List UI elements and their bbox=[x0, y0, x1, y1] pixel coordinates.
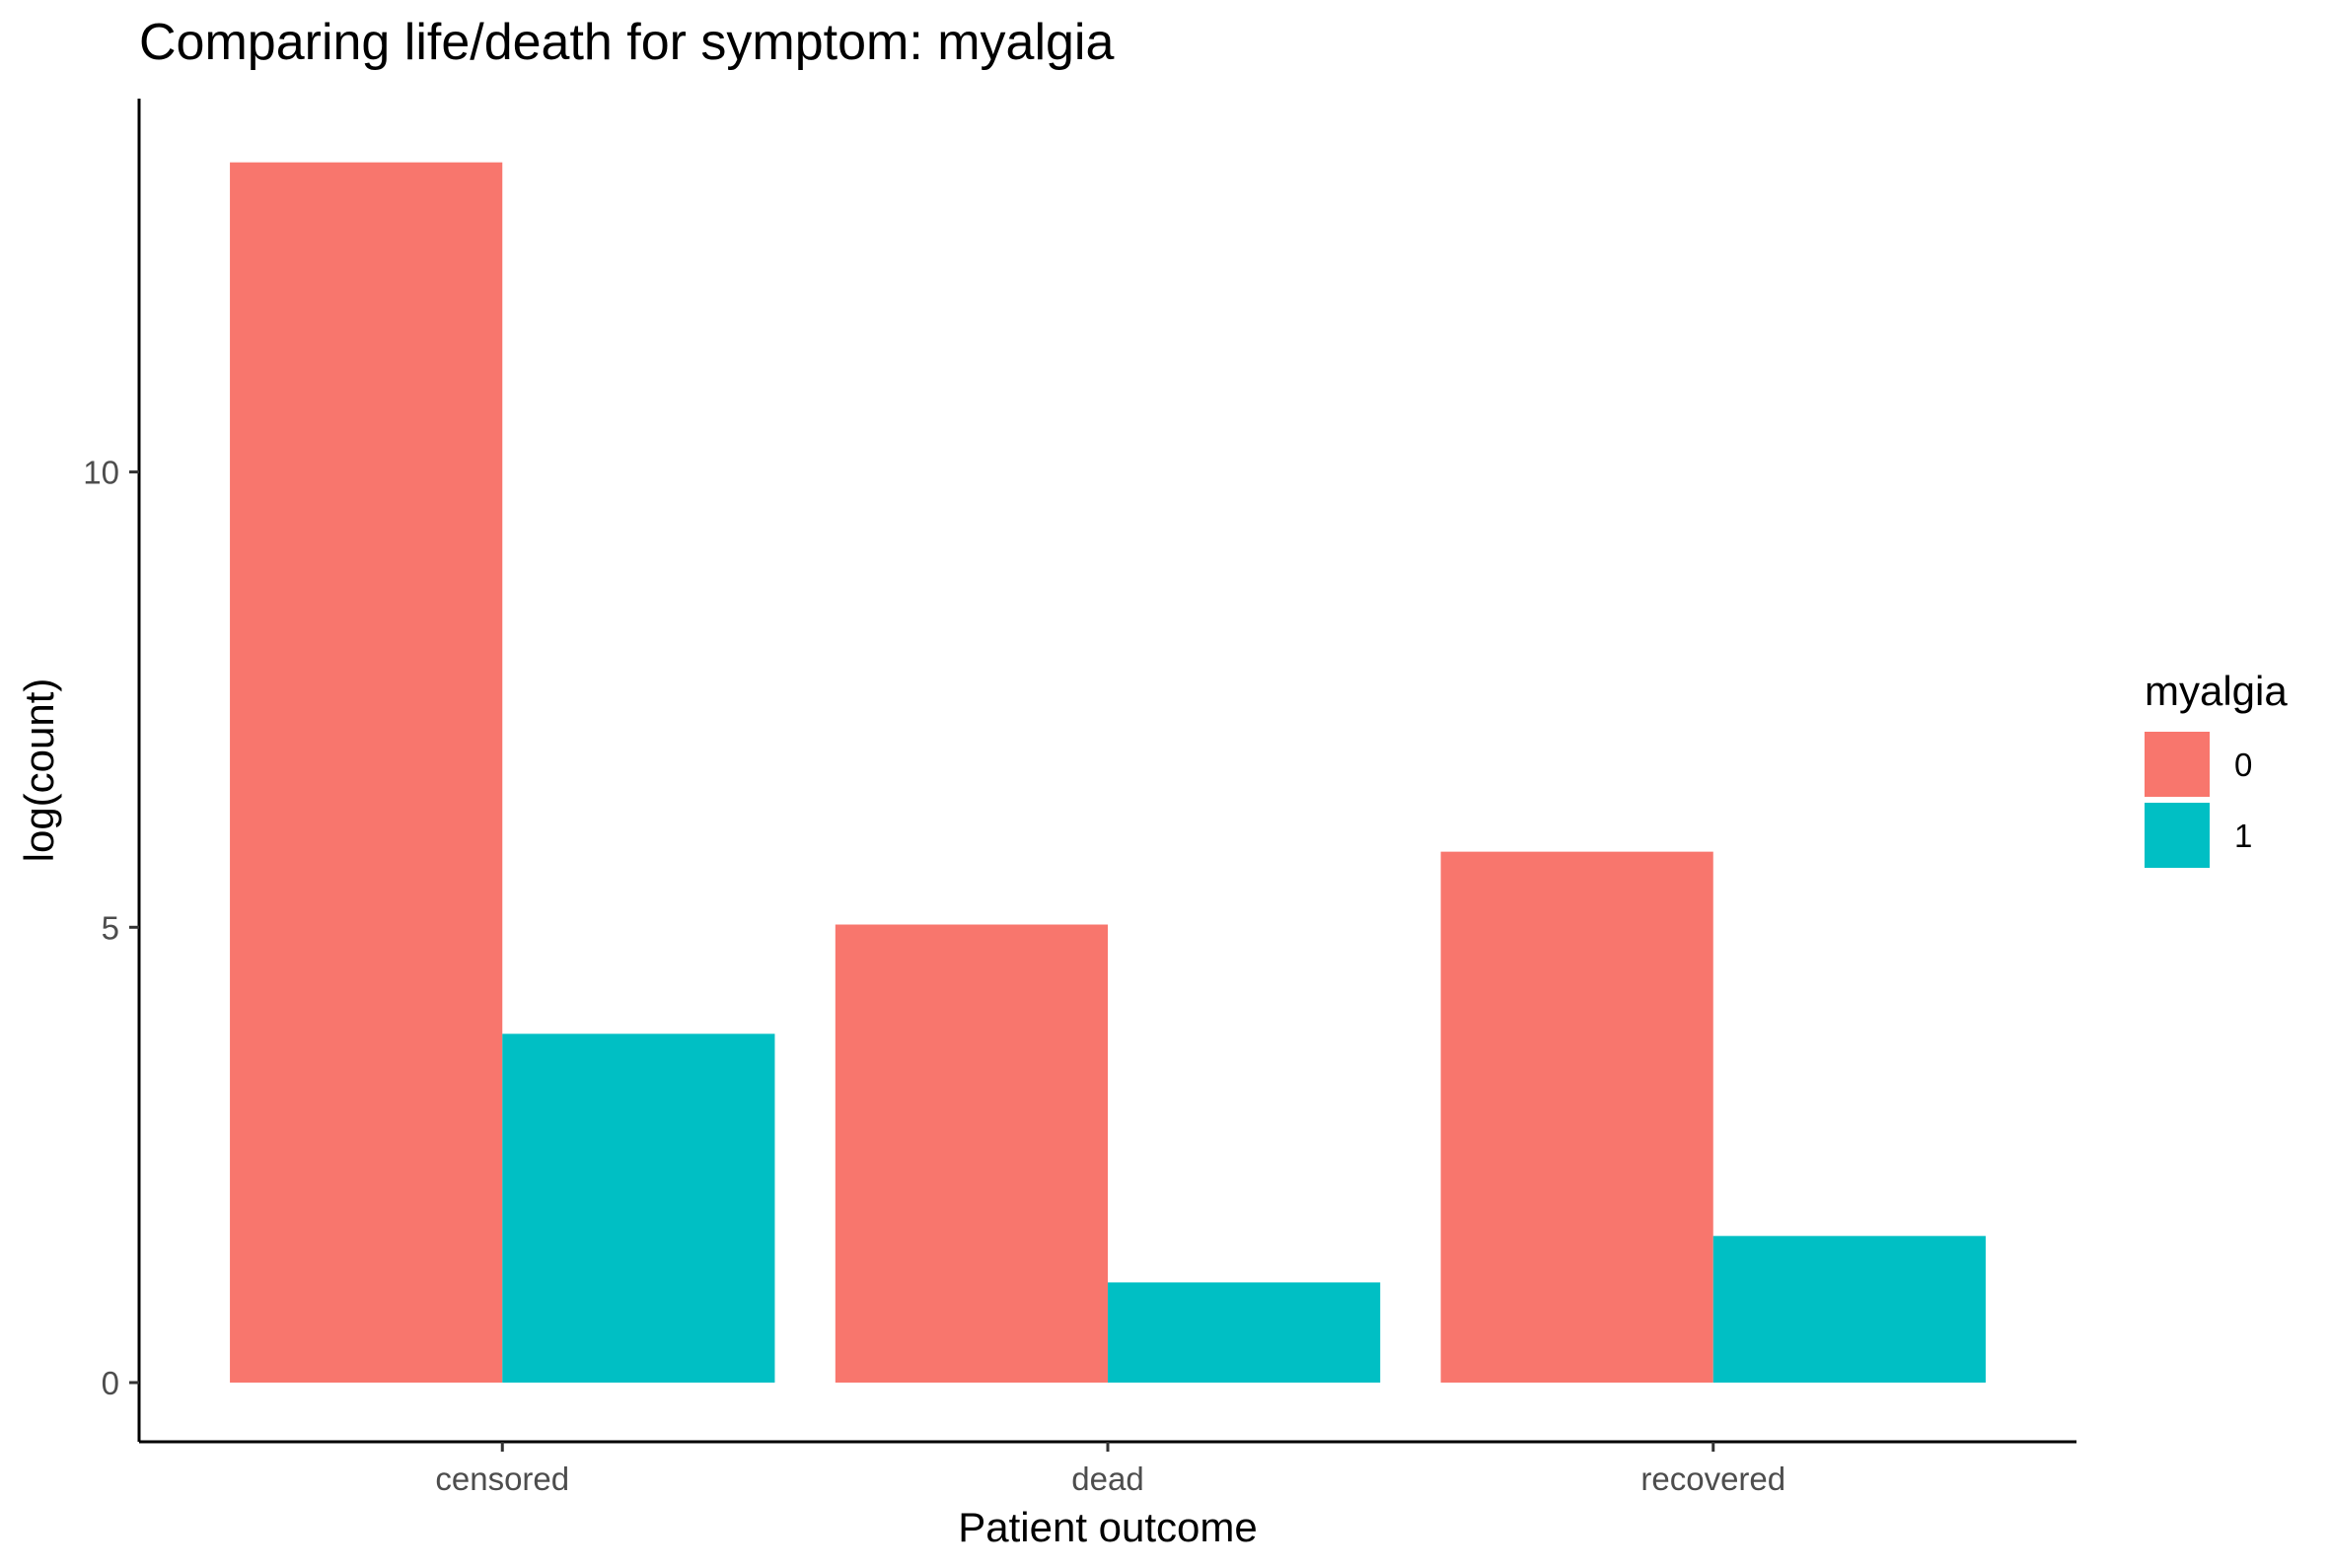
bar-recovered-series-0 bbox=[1440, 851, 1713, 1383]
x-tick-label-dead: dead bbox=[1071, 1461, 1143, 1497]
legend: myalgia 0 1 bbox=[2145, 668, 2288, 868]
bar-dead-series-0 bbox=[835, 924, 1108, 1383]
y-axis-title: log(count) bbox=[16, 678, 62, 863]
x-axis-title: Patient outcome bbox=[958, 1504, 1258, 1550]
x-axis-ticks: censored dead recovered bbox=[435, 1442, 1785, 1497]
y-tick-label: 0 bbox=[102, 1365, 119, 1401]
legend-label-0: 0 bbox=[2234, 747, 2252, 783]
plot-area bbox=[230, 162, 1986, 1383]
legend-key-1 bbox=[2145, 803, 2210, 868]
legend-key-0 bbox=[2145, 732, 2210, 797]
chart-title: Comparing life/death for symptom: myalgi… bbox=[139, 14, 1114, 71]
x-tick-label-censored: censored bbox=[435, 1461, 569, 1497]
bar-censored-series-1 bbox=[502, 1033, 775, 1383]
legend-title: myalgia bbox=[2145, 668, 2288, 714]
bar-recovered-series-1 bbox=[1712, 1236, 1986, 1383]
x-tick-label-recovered: recovered bbox=[1640, 1461, 1785, 1497]
bar-censored-series-0 bbox=[230, 162, 503, 1383]
y-tick-label: 5 bbox=[102, 909, 119, 946]
bar-dead-series-1 bbox=[1108, 1282, 1381, 1383]
legend-label-1: 1 bbox=[2234, 818, 2252, 854]
y-tick-label: 10 bbox=[83, 455, 119, 491]
y-axis-ticks: 0 5 10 bbox=[83, 455, 139, 1401]
